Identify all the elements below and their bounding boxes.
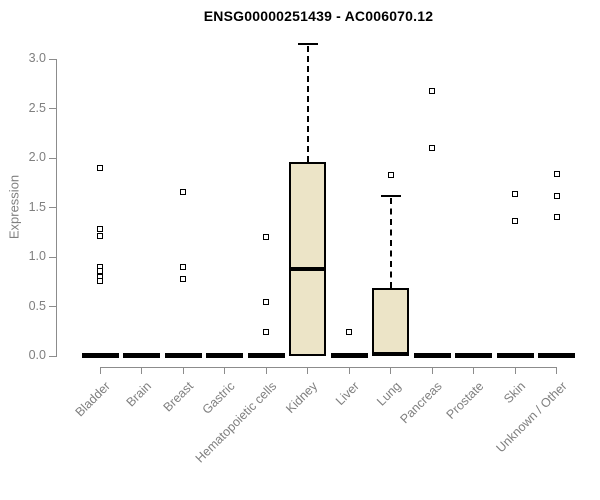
outlier-point	[387, 171, 394, 178]
y-tick	[49, 58, 56, 60]
outlier-point	[553, 214, 560, 221]
x-tick-label: Breast	[160, 379, 196, 415]
zero-bar	[247, 353, 285, 358]
y-tick-label: 0.0	[28, 348, 46, 362]
median-line	[372, 352, 409, 357]
y-tick	[49, 355, 56, 357]
outlier-point	[97, 267, 103, 274]
x-tick-label: Pancreas	[397, 379, 445, 427]
x-tick-label: Brain	[123, 379, 155, 410]
x-tick	[390, 367, 391, 374]
y-tick-label: 2.0	[28, 150, 46, 164]
box	[289, 161, 326, 356]
outlier-point	[263, 234, 269, 241]
outlier-point	[180, 188, 186, 195]
outlier-point	[553, 192, 560, 199]
y-tick	[49, 108, 56, 109]
x-tick	[348, 367, 350, 374]
outlier-point	[553, 170, 560, 177]
y-tick	[49, 256, 56, 258]
zero-bar	[455, 353, 492, 358]
y-tick	[49, 157, 56, 159]
whisker-cap	[297, 43, 318, 46]
outlier-point	[180, 275, 186, 282]
outlier-point	[346, 329, 352, 336]
y-tick-label: 2.5	[28, 100, 46, 115]
outlier-point	[180, 263, 186, 270]
x-tick	[141, 367, 142, 374]
zero-bar	[330, 353, 368, 358]
whisker-upper	[306, 46, 309, 162]
y-tick-label: 1.0	[28, 249, 46, 263]
zero-bar	[164, 353, 202, 358]
y-tick-label: 0.5	[28, 298, 46, 313]
y-tick	[49, 207, 56, 208]
outlier-point	[512, 190, 518, 197]
zero-bar	[496, 353, 534, 358]
x-tick-label: Unknown / Other	[493, 379, 570, 456]
zero-bar	[81, 353, 119, 358]
x-tick	[224, 367, 225, 374]
y-axis-line	[56, 59, 57, 357]
x-tick-label: Skin	[500, 379, 528, 407]
y-tick-label: 1.5	[28, 199, 46, 214]
x-tick	[514, 367, 516, 374]
whisker-upper	[389, 197, 392, 288]
x-tick-label: Kidney	[283, 379, 321, 416]
outlier-point	[512, 218, 518, 225]
x-axis-line	[99, 367, 557, 368]
outlier-point	[97, 277, 103, 284]
chart-title: ENSG00000251439 - AC006070.12	[203, 8, 434, 24]
x-tick	[473, 367, 474, 374]
whisker-cap	[380, 194, 401, 197]
y-tick	[49, 306, 56, 307]
x-tick	[182, 367, 184, 374]
zero-bar	[206, 353, 243, 358]
outlier-point	[263, 329, 269, 336]
zero-bar	[123, 353, 160, 358]
outlier-point	[429, 87, 435, 94]
x-tick-label: Lung	[373, 379, 404, 409]
x-tick	[556, 367, 557, 374]
x-tick	[307, 367, 308, 374]
median-line	[289, 266, 326, 271]
y-tick-label: 3.0	[28, 51, 46, 65]
x-tick-label: Liver	[332, 379, 362, 409]
outlier-point	[97, 226, 103, 233]
box	[372, 287, 409, 356]
outlier-point	[263, 298, 269, 305]
x-tick-label: Bladder	[72, 379, 113, 420]
zero-bar	[413, 353, 451, 358]
x-tick-label: Gastric	[199, 379, 238, 417]
x-tick-label: Prostate	[443, 379, 487, 422]
outlier-point	[429, 145, 435, 152]
outlier-point	[97, 233, 103, 240]
x-tick	[99, 367, 101, 374]
x-tick	[265, 367, 267, 374]
x-tick-label: Hematopoietic cells	[192, 379, 279, 466]
zero-bar	[538, 353, 575, 358]
outlier-point	[97, 164, 103, 171]
x-tick	[431, 367, 433, 374]
